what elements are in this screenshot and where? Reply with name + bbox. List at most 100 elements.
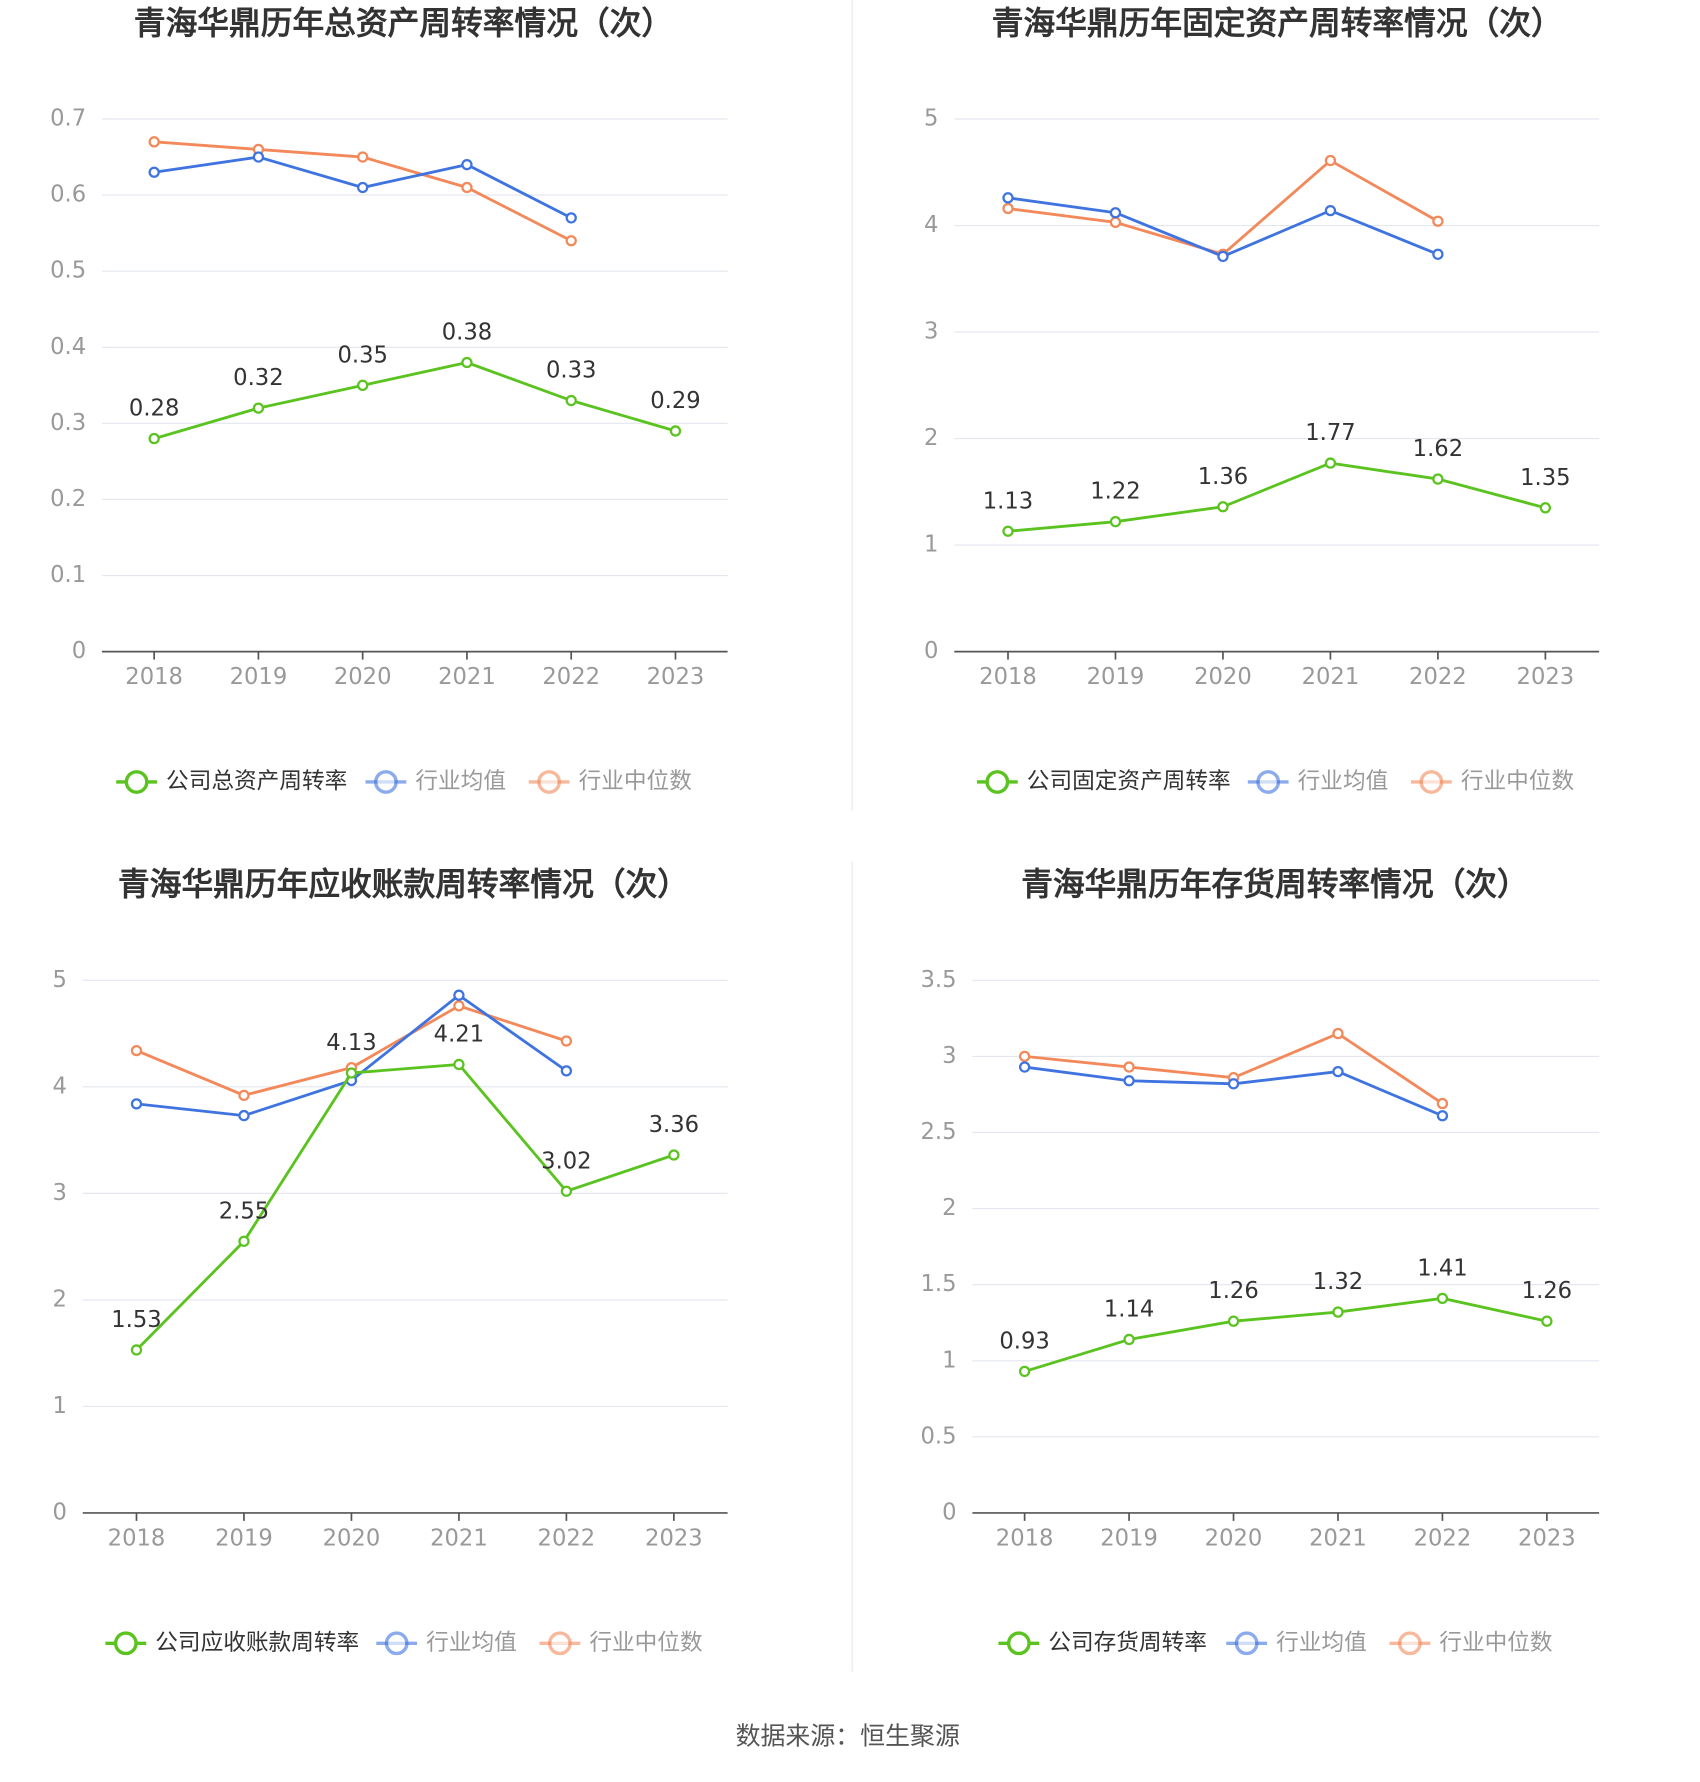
y-tick-label: 0.2 — [50, 486, 86, 512]
data-label: 0.38 — [442, 320, 492, 346]
data-label: 0.35 — [337, 342, 387, 368]
y-tick-label: 1.5 — [920, 1271, 956, 1297]
chart-title: 青海华鼎历年存货周转率情况（次） — [1021, 867, 1529, 903]
point — [1018, 1365, 1031, 1378]
point — [345, 1067, 358, 1079]
point — [1539, 502, 1552, 514]
legend-marker — [1006, 1631, 1031, 1656]
y-tick-label: 3 — [52, 1180, 66, 1206]
y-tick-label: 2.5 — [920, 1119, 956, 1145]
x-tick-label: 2022 — [542, 664, 600, 690]
point — [453, 1000, 465, 1012]
point — [1227, 1078, 1240, 1090]
point — [357, 151, 369, 163]
x-tick-label: 2018 — [979, 664, 1037, 690]
point — [668, 1149, 680, 1161]
series-line — [135, 1062, 675, 1351]
y-tick-label: 0.7 — [50, 105, 86, 131]
series-line — [1007, 461, 1546, 533]
y-tick-label: 0 — [52, 1499, 66, 1525]
x-tick-label: 2021 — [438, 664, 496, 690]
y-tick-label: 5 — [52, 967, 66, 993]
point — [1227, 1315, 1240, 1327]
point — [1002, 525, 1014, 537]
x-tick-label: 2023 — [647, 664, 705, 690]
legend-label: 行业中位数 — [1461, 768, 1575, 794]
point — [357, 181, 369, 194]
x-tick-label: 2022 — [1414, 1526, 1472, 1552]
point — [560, 1035, 573, 1047]
point — [238, 1235, 250, 1247]
y-tick-label: 2 — [942, 1195, 956, 1221]
data-label: 0.29 — [650, 388, 700, 414]
chart-title: 青海华鼎历年总资产周转率情况（次） — [134, 6, 673, 42]
x-tick-label: 2022 — [1409, 664, 1467, 690]
x-tick-label: 2023 — [1518, 1526, 1576, 1552]
data-label: 1.26 — [1208, 1278, 1258, 1304]
legend-marker — [1256, 770, 1281, 794]
data-label: 1.13 — [983, 488, 1033, 514]
y-tick-label: 5 — [924, 105, 938, 131]
point — [1002, 192, 1014, 204]
legend-marker — [985, 770, 1010, 794]
point — [1123, 1075, 1135, 1087]
point — [130, 1344, 143, 1356]
y-tick-label: 0.4 — [50, 334, 86, 360]
x-tick-label: 2023 — [1517, 664, 1575, 690]
x-tick-label: 2020 — [1205, 1526, 1263, 1552]
y-tick-label: 3 — [924, 319, 938, 345]
point — [1123, 1061, 1135, 1073]
y-tick-label: 0.1 — [50, 562, 86, 588]
point — [1432, 248, 1444, 260]
y-tick-label: 3.5 — [920, 967, 956, 993]
point — [1436, 1110, 1449, 1122]
point — [1018, 1050, 1031, 1063]
x-tick-label: 2021 — [1302, 664, 1360, 690]
point — [1332, 1027, 1344, 1040]
series-line — [1007, 196, 1439, 258]
x-tick-label: 2019 — [1100, 1526, 1158, 1552]
point — [1109, 516, 1122, 528]
data-label: 1.32 — [1313, 1269, 1363, 1295]
y-tick-label: 0.6 — [50, 182, 86, 208]
point — [238, 1089, 250, 1102]
data-label: 1.36 — [1198, 464, 1248, 490]
point — [1002, 202, 1014, 215]
x-tick-label: 2022 — [538, 1526, 596, 1552]
data-label: 1.53 — [111, 1307, 161, 1333]
data-label: 3.36 — [649, 1112, 699, 1138]
point — [238, 1109, 250, 1122]
data-label: 1.41 — [1417, 1255, 1467, 1281]
legend-marker — [1419, 770, 1444, 794]
point — [1332, 1306, 1344, 1318]
point — [1109, 207, 1122, 219]
point — [252, 151, 265, 163]
legend-label: 公司总资产周转率 — [166, 768, 347, 794]
chart-title: 青海华鼎历年固定资产周转率情况（次） — [992, 6, 1563, 42]
point — [1432, 473, 1444, 485]
legend-marker — [124, 770, 149, 794]
point — [453, 989, 465, 1001]
point — [1018, 1061, 1031, 1073]
series-line — [1024, 1296, 1548, 1373]
point — [148, 136, 160, 148]
data-label: 1.14 — [1104, 1296, 1154, 1322]
data-label: 1.77 — [1305, 420, 1355, 446]
data-label: 4.13 — [326, 1030, 376, 1056]
data-label: 0.93 — [999, 1328, 1049, 1354]
point — [1123, 1333, 1135, 1346]
legend-marker — [384, 1631, 409, 1656]
point — [1436, 1097, 1449, 1110]
point — [148, 166, 160, 178]
y-tick-label: 0 — [942, 1499, 956, 1525]
y-tick-label: 1 — [924, 532, 938, 558]
legend-marker — [374, 770, 398, 794]
point — [560, 1185, 573, 1197]
y-tick-label: 0.3 — [50, 410, 86, 436]
legend-marker — [113, 1631, 138, 1656]
legend-label: 行业均值 — [1298, 768, 1389, 794]
data-label: 1.22 — [1090, 479, 1140, 505]
legend-label: 行业中位数 — [579, 768, 693, 794]
x-tick-label: 2023 — [645, 1526, 703, 1552]
legend-marker — [547, 1631, 572, 1656]
